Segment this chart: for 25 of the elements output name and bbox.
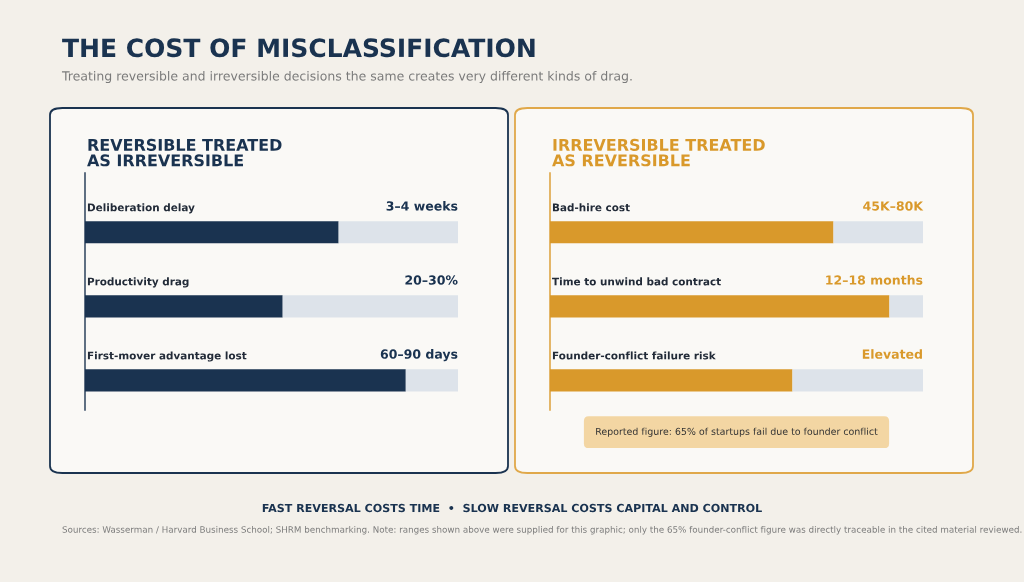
y-tick-label: Founder-conflict failure risk [552, 351, 716, 360]
bar [282, 295, 458, 318]
chart-title: IRREVERSIBLE TREATED AS REVERSIBLE [552, 138, 765, 167]
text: Treating reversible and irreversible decisions the same creates very different kinds of drag. [61, 70, 632, 84]
text: FAST REVERSAL COSTS TIME • SLOW REVERSAL COSTS CAPITAL AND CONTROL [262, 503, 762, 513]
bar [405, 369, 458, 392]
annotation: 45K–80K [863, 201, 924, 211]
annotation: 20–30% [405, 275, 458, 285]
bar [889, 295, 923, 318]
text: THE COST OF MISCLASSIFICATION [62, 38, 535, 58]
annotation: 3–4 weeks [386, 201, 458, 211]
annotation: 60–90 days [380, 349, 458, 362]
y-tick-label: First-mover advantage lost [87, 351, 247, 362]
annotation: 12–18 months [826, 275, 923, 285]
y-tick-label: Bad-hire cost [552, 203, 630, 212]
chart-title: REVERSIBLE TREATED AS IRREVERSIBLE [87, 138, 282, 167]
text: Reported figure: 65% of startups fail due to founder conflict [596, 427, 878, 437]
bar [792, 369, 923, 392]
bar [833, 221, 923, 244]
y-tick-label: Time to unwind bad contract [552, 277, 721, 286]
annotation: Elevated [862, 349, 922, 359]
y-tick-label: Deliberation delay [87, 203, 195, 214]
source-note: Sources: Wasserman / Harvard Business School; SHRM benchmarking. Note: ranges shown above were supplied for this graphic; only the 65% founder-conflict figure was directly traceable in the cited material reviewed. [62, 526, 1022, 535]
y-tick-label: Productivity drag [87, 277, 189, 288]
bar [338, 221, 458, 244]
